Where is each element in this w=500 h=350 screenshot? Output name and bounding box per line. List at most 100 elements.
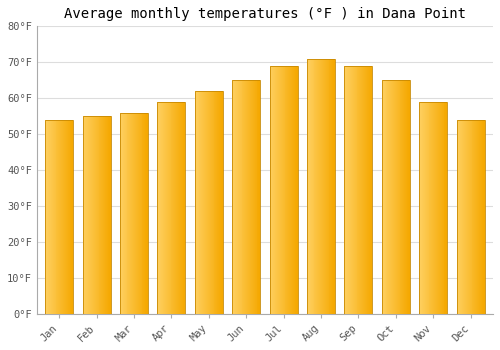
Bar bbox=[314, 58, 316, 314]
Bar bbox=[46, 120, 47, 314]
Bar bbox=[438, 102, 439, 314]
Bar bbox=[94, 116, 95, 314]
Bar bbox=[270, 66, 272, 314]
Bar bbox=[126, 112, 128, 314]
Bar bbox=[108, 116, 109, 314]
Bar bbox=[160, 102, 161, 314]
Bar bbox=[256, 80, 258, 314]
Title: Average monthly temperatures (°F ) in Dana Point: Average monthly temperatures (°F ) in Da… bbox=[64, 7, 466, 21]
Bar bbox=[382, 80, 410, 314]
Bar bbox=[348, 66, 349, 314]
Bar bbox=[63, 120, 64, 314]
Bar bbox=[200, 91, 202, 314]
Bar bbox=[217, 91, 218, 314]
Bar bbox=[109, 116, 110, 314]
Bar bbox=[91, 116, 92, 314]
Bar bbox=[278, 66, 279, 314]
Bar bbox=[362, 66, 363, 314]
Bar bbox=[388, 80, 390, 314]
Bar bbox=[98, 116, 100, 314]
Bar bbox=[240, 80, 242, 314]
Bar bbox=[476, 120, 477, 314]
Bar bbox=[56, 120, 58, 314]
Bar bbox=[424, 102, 425, 314]
Bar bbox=[419, 102, 447, 314]
Bar bbox=[138, 112, 140, 314]
Bar bbox=[238, 80, 239, 314]
Bar bbox=[47, 120, 48, 314]
Bar bbox=[92, 116, 93, 314]
Bar bbox=[280, 66, 281, 314]
Bar bbox=[320, 58, 321, 314]
Bar bbox=[364, 66, 365, 314]
Bar bbox=[146, 112, 147, 314]
Bar bbox=[158, 102, 160, 314]
Bar bbox=[106, 116, 107, 314]
Bar bbox=[253, 80, 254, 314]
Bar bbox=[207, 91, 208, 314]
Bar bbox=[195, 91, 196, 314]
Bar bbox=[258, 80, 260, 314]
Bar bbox=[394, 80, 395, 314]
Bar bbox=[405, 80, 406, 314]
Bar bbox=[96, 116, 98, 314]
Bar bbox=[351, 66, 352, 314]
Bar bbox=[82, 116, 110, 314]
Bar bbox=[423, 102, 424, 314]
Bar bbox=[84, 116, 86, 314]
Bar bbox=[365, 66, 366, 314]
Bar bbox=[175, 102, 176, 314]
Bar bbox=[88, 116, 89, 314]
Bar bbox=[430, 102, 432, 314]
Bar bbox=[158, 102, 186, 314]
Bar bbox=[333, 58, 334, 314]
Bar bbox=[70, 120, 72, 314]
Bar bbox=[434, 102, 435, 314]
Bar bbox=[210, 91, 212, 314]
Bar bbox=[66, 120, 68, 314]
Bar bbox=[368, 66, 370, 314]
Bar bbox=[470, 120, 472, 314]
Bar bbox=[420, 102, 421, 314]
Bar bbox=[407, 80, 408, 314]
Bar bbox=[312, 58, 314, 314]
Bar bbox=[319, 58, 320, 314]
Bar bbox=[404, 80, 405, 314]
Bar bbox=[386, 80, 388, 314]
Bar bbox=[216, 91, 217, 314]
Bar bbox=[236, 80, 237, 314]
Bar bbox=[131, 112, 132, 314]
Bar bbox=[135, 112, 136, 314]
Bar bbox=[165, 102, 166, 314]
Bar bbox=[93, 116, 94, 314]
Bar bbox=[104, 116, 105, 314]
Bar bbox=[478, 120, 479, 314]
Bar bbox=[463, 120, 464, 314]
Bar bbox=[426, 102, 428, 314]
Bar bbox=[308, 58, 309, 314]
Bar bbox=[353, 66, 354, 314]
Bar bbox=[326, 58, 328, 314]
Bar bbox=[176, 102, 177, 314]
Bar bbox=[128, 112, 130, 314]
Bar bbox=[408, 80, 409, 314]
Bar bbox=[425, 102, 426, 314]
Bar bbox=[276, 66, 277, 314]
Bar bbox=[332, 58, 333, 314]
Bar bbox=[292, 66, 293, 314]
Bar bbox=[421, 102, 422, 314]
Bar bbox=[48, 120, 49, 314]
Bar bbox=[446, 102, 447, 314]
Bar bbox=[356, 66, 358, 314]
Bar bbox=[307, 58, 308, 314]
Bar bbox=[233, 80, 234, 314]
Bar bbox=[142, 112, 144, 314]
Bar bbox=[120, 112, 148, 314]
Bar bbox=[209, 91, 210, 314]
Bar bbox=[294, 66, 295, 314]
Bar bbox=[246, 80, 247, 314]
Bar bbox=[398, 80, 400, 314]
Bar bbox=[102, 116, 103, 314]
Bar bbox=[122, 112, 123, 314]
Bar bbox=[204, 91, 205, 314]
